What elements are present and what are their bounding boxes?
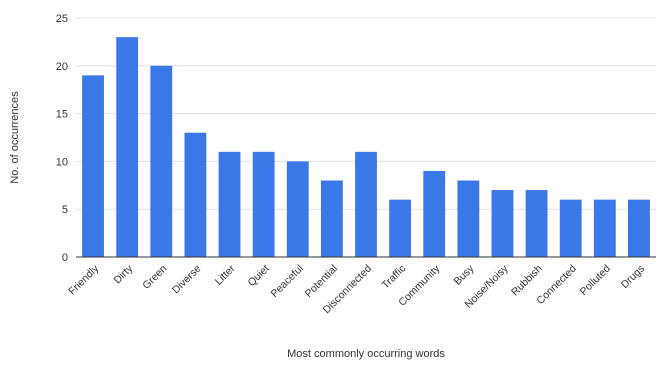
y-tick-label: 5 [62, 204, 68, 216]
bar [423, 170, 446, 257]
x-tick-label: Friendly [66, 262, 101, 297]
bar [628, 199, 650, 257]
bar [491, 190, 514, 257]
bar [184, 132, 207, 257]
bar [252, 151, 275, 257]
y-tick-label: 20 [56, 61, 68, 73]
x-axis-title: Most commonly occurring words [287, 348, 445, 360]
x-tick-label: Litter [213, 262, 238, 287]
x-tick-label: Drugs [619, 263, 647, 291]
x-tick-label: Polluted [578, 263, 613, 298]
bar [82, 75, 104, 257]
x-tick-label: Peaceful [268, 263, 305, 300]
bar [559, 199, 582, 257]
y-axis-title: No. of occurrences [9, 91, 21, 184]
bar [286, 161, 309, 257]
x-tick-label: Traffic [380, 263, 409, 292]
x-tick-label: Diverse [170, 263, 204, 297]
y-tick-label: 25 [56, 13, 68, 25]
bar [320, 180, 343, 257]
bar [218, 151, 241, 257]
bar [355, 151, 377, 257]
bar [116, 37, 139, 258]
x-tick-label: Green [140, 263, 169, 292]
y-tick-label: 0 [62, 252, 68, 264]
x-tick-label: Busy [451, 262, 477, 288]
grid-lines [76, 17, 656, 210]
bar [593, 199, 616, 257]
bar [525, 190, 548, 257]
y-tick-label: 10 [56, 156, 68, 168]
bar [389, 199, 412, 257]
y-tick-labels: 0 5 10 15 20 25 [56, 13, 68, 264]
x-tick-label: Dirty [112, 262, 136, 286]
bar [150, 65, 173, 257]
bar [457, 180, 480, 257]
y-tick-label: 15 [56, 109, 68, 121]
bars [82, 37, 650, 258]
x-tick-labels: Friendly Dirty Green Diverse Litter QuietPeac… [66, 262, 647, 316]
x-tick-label: Quiet [246, 263, 272, 289]
